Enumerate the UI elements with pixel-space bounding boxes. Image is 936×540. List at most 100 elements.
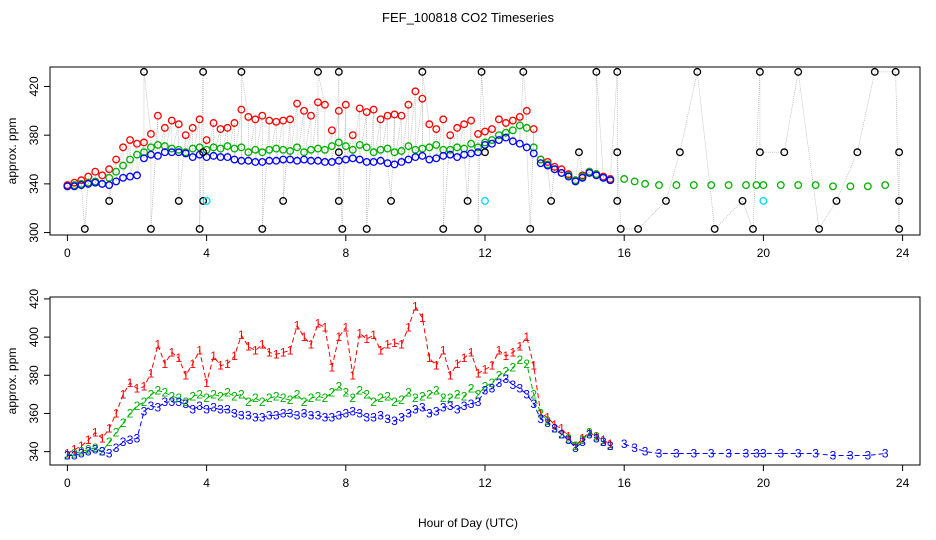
top-point-series-4: [755, 67, 764, 76]
top-point-series-4: [338, 224, 347, 233]
bottom-point-label: 3: [356, 406, 363, 420]
top-point-series-0: [369, 105, 378, 114]
bottom-point-label: 2: [516, 353, 523, 367]
connector-line: [533, 153, 541, 160]
top-point-series-0: [397, 111, 406, 120]
top-point-series-0: [467, 116, 476, 125]
bottom-point-label: 2: [231, 389, 238, 403]
connector-line: [296, 110, 305, 161]
top-point-series-3: [776, 181, 785, 190]
bottom-point-label: 1: [92, 426, 99, 440]
top-point-series-4: [199, 148, 208, 157]
top-point-series-2: [390, 160, 399, 169]
bottom-point-label: 3: [64, 448, 71, 462]
bottom-point-label: 2: [405, 385, 412, 399]
top-point-series-0: [439, 115, 448, 124]
bottom-point-label: 2: [384, 389, 391, 403]
bottom-point-label: 1: [607, 437, 614, 451]
connector-line: [679, 71, 698, 153]
top-point-series-1: [341, 142, 350, 151]
top-point-series-4: [613, 67, 622, 76]
connector-line: [342, 104, 347, 229]
connector-line: [895, 71, 900, 229]
top-point-series-2: [599, 173, 608, 182]
bottom-point-label: 2: [482, 380, 489, 394]
connector-line: [338, 152, 343, 229]
top-point-series-4: [592, 67, 601, 76]
top-point-series-0: [362, 108, 371, 116]
top-point-series-0: [348, 131, 357, 140]
bottom-point-label: 2: [155, 384, 162, 398]
bottom-point-label: 2: [189, 389, 196, 403]
bottom-point-label: 2: [287, 393, 294, 407]
bottom-point-label: 2: [315, 389, 322, 403]
bottom-point-label: 1: [155, 338, 162, 352]
bottom-point-label: 2: [322, 391, 329, 405]
top-point-series-1: [474, 143, 482, 152]
top-point-series-0: [160, 123, 169, 132]
bottom-point-label: 2: [523, 357, 530, 371]
top-point-series-4: [362, 224, 371, 233]
top-point-series-4: [80, 224, 89, 233]
connector-line: [255, 115, 263, 163]
top-point-series-5: [759, 196, 768, 205]
bottom-point-label: 1: [182, 368, 189, 382]
bottom-point-label: 3: [92, 443, 99, 457]
bottom-point-label: 2: [607, 439, 614, 453]
top-point-series-4: [895, 148, 904, 157]
bottom-point-label: 2: [71, 447, 78, 461]
bottom-point-label: 3: [329, 410, 336, 424]
bottom-point-label: 1: [405, 321, 412, 335]
bottom-point-label: 3: [433, 405, 440, 419]
top-point-series-2: [404, 155, 413, 164]
top-point-series-4: [662, 196, 670, 205]
top-point-series-0: [481, 127, 489, 136]
connector-line: [303, 115, 312, 160]
connector-line: [387, 163, 392, 201]
top-point-series-0: [153, 111, 162, 120]
bottom-point-label: 1: [349, 368, 356, 382]
top-point-series-4: [613, 148, 622, 157]
connector-line: [331, 110, 340, 162]
bottom-point-label: 2: [238, 387, 245, 401]
bottom-x-tick-label: 0: [64, 476, 71, 490]
top-point-series-1: [293, 143, 302, 152]
bottom-point-label: 1: [238, 328, 245, 342]
connector-line: [84, 176, 89, 229]
top-point-series-2: [494, 136, 503, 144]
bottom-point-label: 3: [558, 427, 565, 441]
bottom-point-label: 3: [565, 433, 572, 447]
top-point-series-0: [286, 115, 295, 124]
bottom-point-label: 1: [468, 345, 475, 359]
top-point-series-1: [362, 143, 371, 152]
bottom-point-label: 1: [530, 359, 537, 373]
top-point-series-1: [467, 139, 476, 148]
top-point-series-2: [606, 176, 615, 185]
connector-line: [206, 122, 214, 158]
bottom-y-tick-label: 380: [27, 365, 41, 385]
top-point-series-4: [832, 196, 841, 205]
top-point-series-1: [383, 144, 392, 153]
top-point-series-2: [112, 177, 121, 186]
top-point-series-1: [258, 148, 267, 157]
connector-line: [248, 119, 256, 161]
top-point-series-4: [334, 148, 343, 157]
bottom-point-label: 2: [509, 361, 516, 375]
bottom-point-label: 2: [530, 387, 537, 401]
bottom-point-label: 1: [516, 340, 523, 354]
top-point-series-0: [181, 131, 190, 140]
top-point-series-5: [202, 196, 211, 205]
top-point-series-1: [223, 142, 232, 151]
bottom-point-label: 3: [127, 433, 134, 447]
bottom-point-label: 2: [224, 385, 231, 399]
connector-line: [714, 200, 743, 230]
bottom-point-label: 2: [551, 422, 558, 436]
top-point-series-0: [300, 106, 308, 115]
top-chart: 0 4 8 12 16 20 24 300 340 380 420 approx. ppm: [5, 66, 921, 260]
bottom-point-label: 2: [537, 406, 544, 420]
bottom-point-label: 1: [113, 406, 120, 420]
bottom-point-label: 1: [78, 439, 85, 453]
top-point-series-2: [446, 150, 455, 159]
bottom-point-label: 3: [287, 406, 294, 420]
bottom-point-label: 1: [419, 311, 426, 325]
